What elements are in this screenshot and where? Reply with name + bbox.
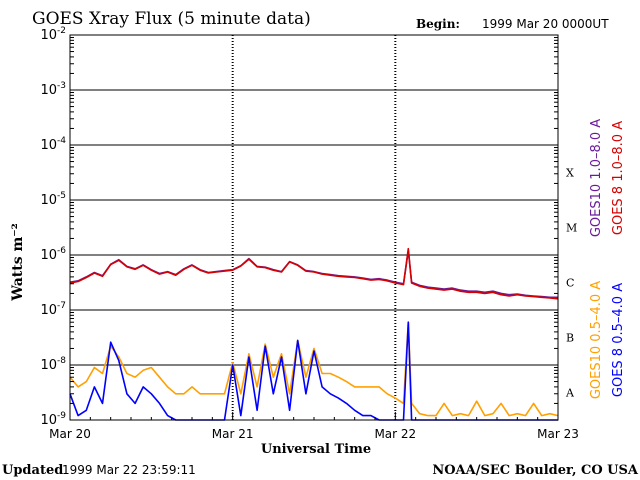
x-tick-label: Mar 23 <box>537 427 579 441</box>
begin-label: Begin: <box>416 17 460 31</box>
y-tick-base: 10 <box>40 193 57 208</box>
y-tick-label: 10-7 <box>40 301 66 318</box>
x-tick-label: Mar 20 <box>49 427 91 441</box>
series-line <box>69 247 559 300</box>
x-tick-label: Mar 22 <box>374 427 416 441</box>
y-tick-exponent: -7 <box>57 301 66 311</box>
updated-label: Updated <box>2 463 63 478</box>
y-tick-base: 10 <box>40 358 57 373</box>
y-tick-label: 10-9 <box>40 411 66 428</box>
legend-entry: GOES 8 1.0–8.0 A <box>611 121 626 235</box>
y-tick-base: 10 <box>40 248 57 263</box>
y-tick-exponent: -8 <box>57 356 66 366</box>
flare-class-label: M <box>566 222 577 235</box>
y-tick-label: 10-3 <box>40 81 66 98</box>
y-tick-label: 10-2 <box>40 26 66 43</box>
y-tick-base: 10 <box>40 303 57 318</box>
flare-class-label: A <box>565 387 575 400</box>
begin-value: 1999 Mar 20 0000UT <box>482 17 609 31</box>
legend-entry: GOES10 1.0–8.0 A <box>589 119 604 237</box>
flare-class-label: C <box>566 277 574 290</box>
y-tick-exponent: -3 <box>57 81 66 91</box>
y-tick-base: 10 <box>40 83 57 98</box>
series-line <box>69 321 559 417</box>
x-tick-label: Mar 21 <box>212 427 254 441</box>
updated-value: 1999 Mar 22 23:59:11 <box>62 463 196 477</box>
plot-frame <box>69 34 559 421</box>
y-tick-base: 10 <box>40 413 57 428</box>
legend-entry: GOES10 0.5–4.0 A <box>589 281 604 399</box>
y-tick-label: 10-4 <box>40 136 66 153</box>
chart-title: GOES Xray Flux (5 minute data) <box>32 9 311 29</box>
series-line <box>69 249 558 299</box>
y-tick-exponent: -6 <box>57 246 66 256</box>
legend-entry: GOES 8 0.5–4.0 A <box>611 283 626 397</box>
y-tick-base: 10 <box>40 138 57 153</box>
y-tick-exponent: -4 <box>57 136 66 146</box>
series-layer <box>69 247 559 421</box>
y-tick-exponent: -9 <box>57 411 66 421</box>
y-tick-label: 10-8 <box>40 356 66 373</box>
x-axis-title: Universal Time <box>261 442 371 457</box>
legend-layer: GOES10 1.0–8.0 A GOES 8 1.0–8.0 A GOES10 0… <box>589 119 626 399</box>
y-tick-label: 10-5 <box>40 191 66 208</box>
credit-text: NOAA/SEC Boulder, CO USA <box>432 463 639 478</box>
y-tick-label: 10-6 <box>40 246 66 263</box>
flare-class-label: X <box>566 167 574 180</box>
y-tick-exponent: -2 <box>57 26 66 36</box>
flare-class-label: B <box>566 332 574 345</box>
y-axis-title: Watts m⁻² <box>10 223 26 302</box>
y-tick-exponent: -5 <box>57 191 66 201</box>
grid-layer <box>70 35 558 420</box>
y-tick-base: 10 <box>40 28 57 43</box>
